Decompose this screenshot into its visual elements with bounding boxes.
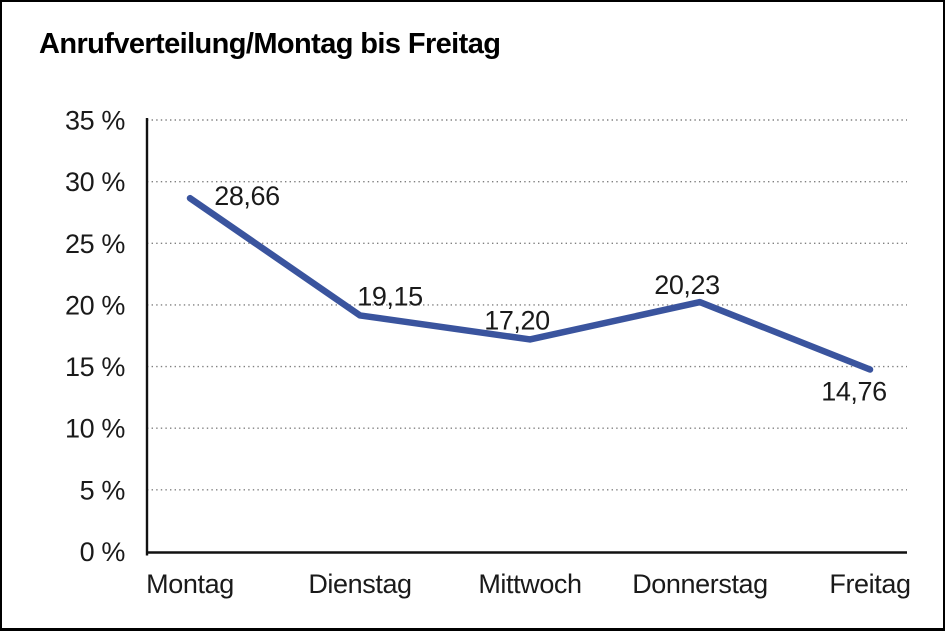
y-tick-label-20pct: 20 % bbox=[65, 290, 125, 320]
data-label-donnerstag: 20,23 bbox=[654, 270, 720, 300]
data-label-freitag: 14,76 bbox=[821, 377, 887, 407]
data-label-dienstag: 19,15 bbox=[357, 281, 423, 311]
x-label-freitag: Freitag bbox=[829, 569, 910, 599]
x-label-dienstag: Dienstag bbox=[308, 569, 411, 599]
y-tick-label-15pct: 15 % bbox=[65, 352, 125, 382]
y-tick-label-25pct: 25 % bbox=[65, 229, 125, 259]
y-tick-label-5pct: 5 % bbox=[80, 475, 126, 505]
data-label-mittwoch: 17,20 bbox=[484, 305, 550, 335]
x-label-donnerstag: Donnerstag bbox=[632, 569, 768, 599]
y-tick-label-0pct: 0 % bbox=[80, 537, 126, 567]
y-tick-label-10pct: 10 % bbox=[65, 414, 125, 444]
y-tick-label-30pct: 30 % bbox=[65, 167, 125, 197]
data-label-montag: 28,66 bbox=[214, 181, 280, 211]
x-label-montag: Montag bbox=[146, 569, 234, 599]
y-tick-label-35pct: 35 % bbox=[65, 106, 125, 136]
chart-title: Anrufverteilung/Montag bis Freitag bbox=[39, 28, 501, 60]
x-label-mittwoch: Mittwoch bbox=[478, 569, 581, 599]
series-line bbox=[186, 194, 874, 373]
